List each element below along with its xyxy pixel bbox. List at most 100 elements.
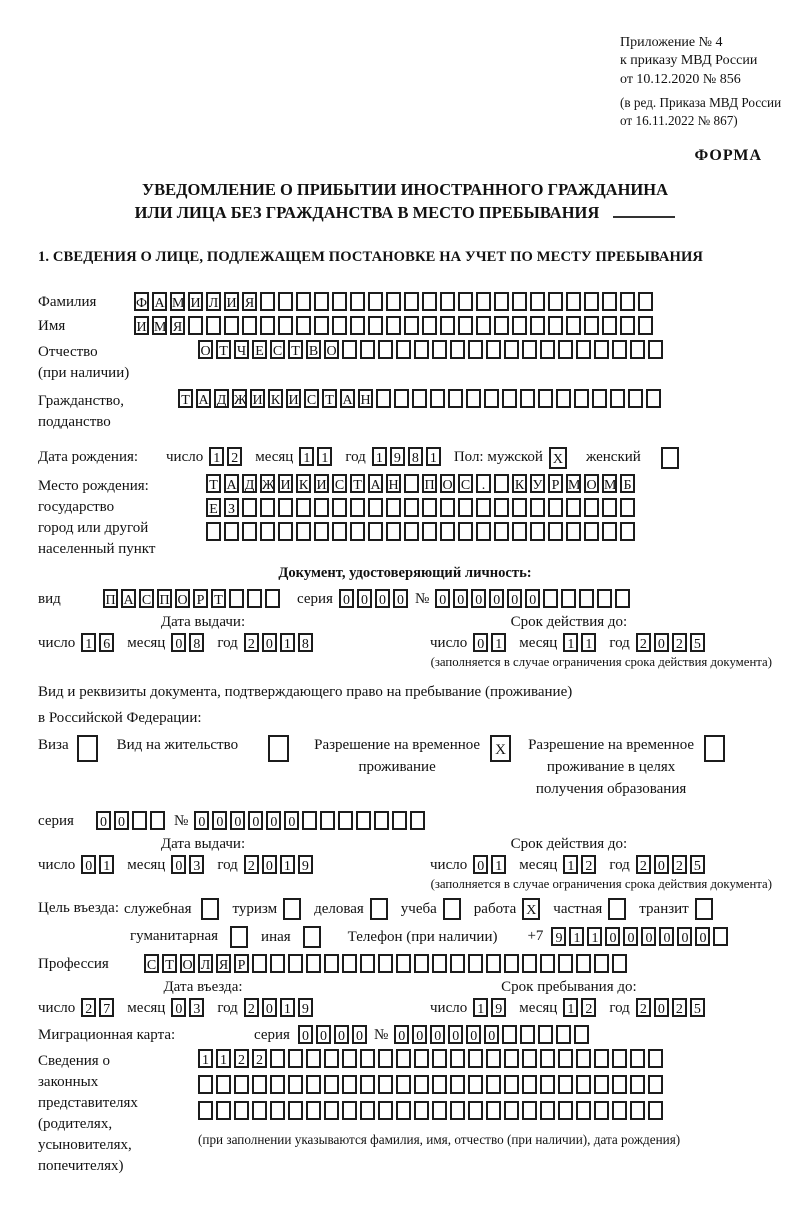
char-box: 0 [489, 588, 505, 608]
char-box [432, 1074, 447, 1094]
char-box [556, 388, 571, 408]
char-box: 7 [99, 997, 115, 1017]
char-box [612, 953, 627, 973]
char-box [486, 1048, 501, 1068]
stay-until-title: Срок пребывания до: [501, 978, 637, 995]
char-box: 2 [234, 1048, 249, 1068]
char-box [628, 388, 643, 408]
header-line: к приказу МВД России [620, 53, 758, 69]
char-box [566, 291, 581, 311]
char-box: 8 [407, 446, 423, 466]
char-box [520, 1024, 536, 1044]
char-box [594, 953, 609, 973]
form-label: ФОРМА [694, 147, 762, 165]
char-box [314, 315, 329, 335]
char-box [530, 521, 545, 541]
char-box [283, 897, 302, 920]
form-title-line1: УВЕДОМЛЕНИЕ О ПРИБЫТИИ ИНОСТРАННОГО ГРАЖ… [141, 180, 669, 200]
representatives-row3 [198, 1100, 680, 1120]
char-box [332, 521, 347, 541]
char-box [188, 315, 203, 335]
char-box [468, 1048, 483, 1068]
char-box [242, 521, 257, 541]
char-box [512, 521, 527, 541]
char-box: О [324, 339, 339, 359]
char-box [530, 315, 545, 335]
char-box: С [144, 953, 159, 973]
char-box [620, 315, 635, 335]
char-box: 0 [194, 810, 210, 830]
char-box [512, 497, 527, 517]
char-box [342, 953, 357, 973]
char-box: А [368, 473, 383, 493]
char-box: 0 [653, 997, 669, 1017]
char-box [302, 810, 318, 830]
char-box [504, 1048, 519, 1068]
representatives-label: Сведения о законных представителях (роди… [38, 1052, 138, 1174]
char-box: И [224, 291, 239, 311]
char-box [198, 1074, 213, 1094]
char-box [440, 497, 455, 517]
char-box [538, 388, 553, 408]
char-box [360, 1048, 375, 1068]
char-box [404, 315, 419, 335]
char-box [468, 1074, 483, 1094]
char-box [548, 291, 563, 311]
char-box [422, 521, 437, 541]
char-box: 0 [248, 810, 264, 830]
char-box [368, 291, 383, 311]
char-box [356, 810, 372, 830]
char-box [198, 1100, 213, 1120]
purpose-tourism-label: туризм [232, 901, 278, 918]
char-box: Т [162, 953, 177, 973]
char-box [620, 291, 635, 311]
char-box: Р [234, 953, 249, 973]
char-box: 1 [317, 446, 333, 466]
char-box: О [175, 588, 190, 608]
char-box [76, 735, 98, 763]
residence-permit-checkbox [268, 735, 292, 763]
char-box [442, 897, 461, 920]
purpose-row2: гуманитарная иная Телефон (при наличии) … [38, 925, 772, 948]
char-box: 0 [212, 810, 228, 830]
char-box [260, 315, 275, 335]
char-box: Л [206, 291, 221, 311]
char-box: Т [206, 473, 221, 493]
char-box: 0 [653, 632, 669, 652]
char-box [576, 339, 591, 359]
char-box: 1 [279, 854, 295, 874]
char-box [594, 339, 609, 359]
patronymic-label: Отчество (при наличии) [38, 343, 130, 381]
char-box: В [306, 339, 321, 359]
char-box: И [250, 388, 265, 408]
char-box [278, 291, 293, 311]
char-box [360, 339, 375, 359]
char-box [648, 1074, 663, 1094]
char-box [602, 291, 617, 311]
char-box [494, 521, 509, 541]
char-box [306, 1100, 321, 1120]
char-box: 0 [284, 810, 300, 830]
char-box: 0 [171, 997, 187, 1017]
header-reference: Приложение № 4 к приказу МВД России от 1… [620, 34, 800, 129]
char-box [342, 1100, 357, 1120]
purpose-private-checkbox [608, 897, 629, 920]
char-box [288, 1048, 303, 1068]
char-box [386, 291, 401, 311]
char-box [314, 291, 329, 311]
char-box [520, 388, 535, 408]
char-box [556, 1024, 572, 1044]
char-box: 2 [581, 997, 597, 1017]
purpose-study-checkbox [442, 897, 464, 920]
